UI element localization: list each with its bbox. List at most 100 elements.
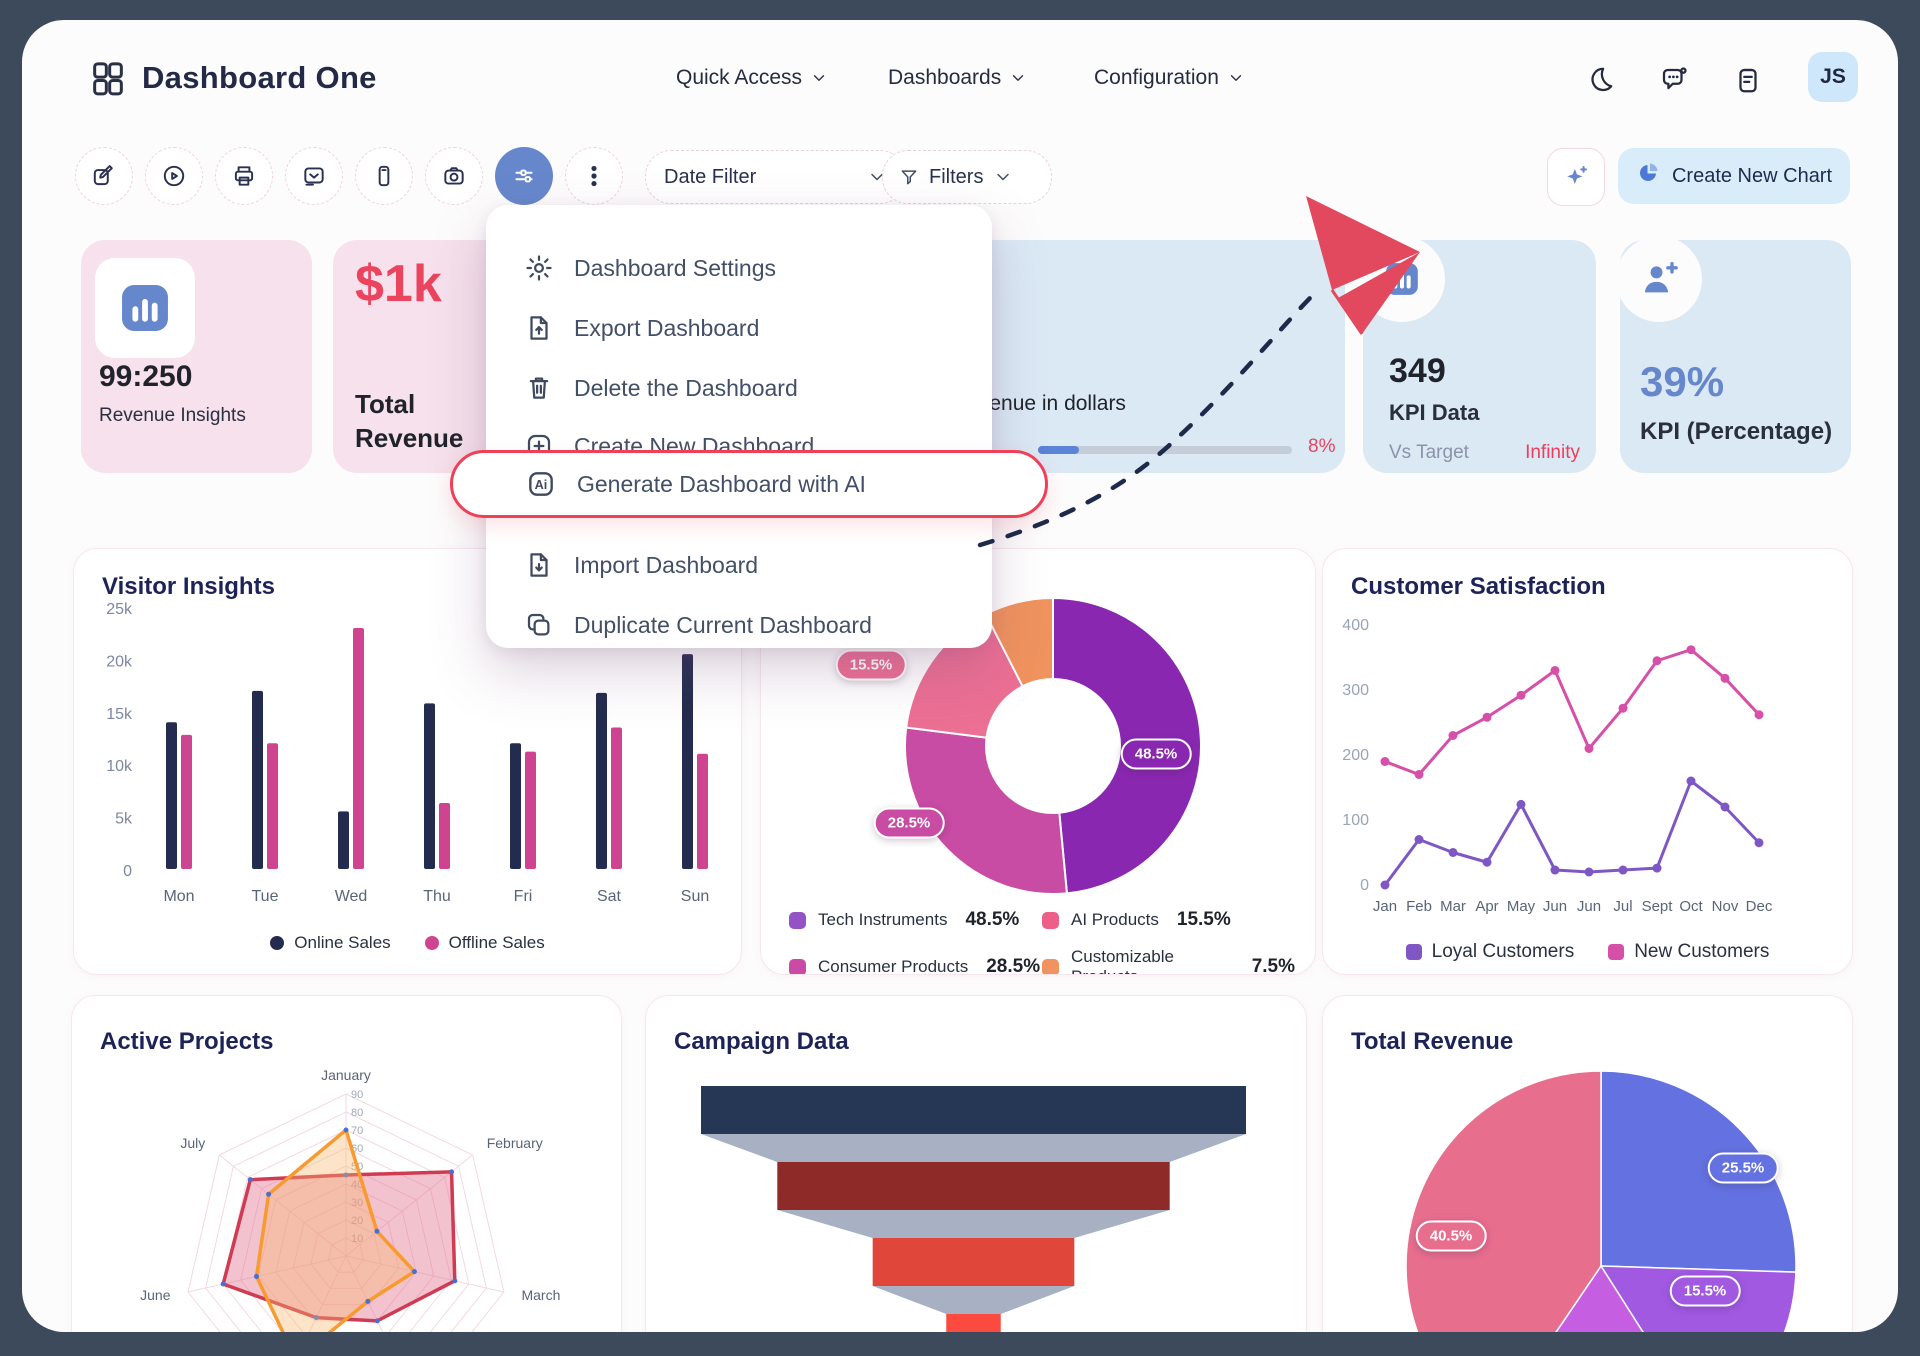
kpi-card-revenue-insights: 99:250 Revenue Insights xyxy=(81,240,312,473)
menu-item-delete-the-dashboard[interactable]: Delete the Dashboard xyxy=(524,368,798,408)
ai-icon: Ai xyxy=(525,468,557,500)
svg-text:300: 300 xyxy=(1342,682,1369,699)
bar-chart-icon xyxy=(1359,236,1445,322)
svg-text:Sun: Sun xyxy=(681,888,709,905)
tool-printer-button[interactable] xyxy=(215,147,273,205)
svg-text:Ai: Ai xyxy=(535,478,548,492)
kpi-label: Total Revenue xyxy=(355,389,464,453)
user-avatar[interactable]: JS xyxy=(1808,52,1858,102)
legend-item: AI Products 15.5% xyxy=(1042,909,1295,931)
legend-item: Consumer Products 28.5% xyxy=(789,947,1042,974)
chevron-down-icon xyxy=(1227,69,1245,87)
visitor-insights-bar-chart: 0 5k 10k 15k 20k 25k Mon Tue Wed Thu Fri Sat Sun xyxy=(74,549,741,934)
dark-mode-moon-icon[interactable] xyxy=(1578,58,1622,102)
kpi-label: KPI (Percentage) xyxy=(1640,418,1833,445)
tool-more-options-button[interactable] xyxy=(565,147,623,205)
play-icon xyxy=(161,163,187,189)
pie-slice-label: 25.5% xyxy=(1707,1152,1779,1184)
menu-item-generate-dashboard-with-ai[interactable]: Ai Generate Dashboard with AI xyxy=(450,450,1048,518)
tool-message-button[interactable] xyxy=(285,147,343,205)
edit-icon xyxy=(91,163,117,189)
menu-item-label: Export Dashboard xyxy=(574,314,760,341)
kpi-card-kpi-data: 349 KPI Data Vs Target Infinity xyxy=(1359,236,1596,473)
legend-item: Loyal Customers xyxy=(1405,941,1574,963)
gear-icon xyxy=(524,253,554,283)
svg-text:Mon: Mon xyxy=(163,888,194,905)
chart-legend: Loyal Customers New Customers xyxy=(1323,941,1852,963)
legend-item: Online Sales xyxy=(270,933,391,953)
campaign-data-card: Campaign Data xyxy=(645,995,1307,1332)
menu-item-dashboard-settings[interactable]: Dashboard Settings xyxy=(524,248,776,288)
svg-text:Jul: Jul xyxy=(1613,898,1632,915)
chart-title: Campaign Data xyxy=(674,1028,849,1055)
svg-text:Thu: Thu xyxy=(423,888,451,905)
active-projects-radar-chart: 102030405060708090JanuaryFebruaryMarchAp… xyxy=(72,996,621,1332)
menu-item-label: Import Dashboard xyxy=(574,551,759,578)
nav-label: Dashboards xyxy=(888,66,1002,89)
chevron-down-icon xyxy=(810,69,828,87)
svg-text:Jun: Jun xyxy=(1577,898,1601,915)
menu-item-label: Generate Dashboard with AI xyxy=(577,470,866,497)
chart-title: Active Projects xyxy=(100,1028,274,1055)
page-title: Dashboard One xyxy=(142,60,377,95)
menu-item-import-dashboard[interactable]: Import Dashboard xyxy=(524,545,758,585)
app-logo-grid-icon[interactable] xyxy=(88,58,128,98)
filters-dropdown[interactable]: Filters xyxy=(882,150,1052,204)
tool-edit-button[interactable] xyxy=(75,147,133,205)
tool-play-button[interactable] xyxy=(145,147,203,205)
total-revenue-pie-chart xyxy=(1323,996,1852,1332)
svg-text:March: March xyxy=(521,1287,560,1303)
add-user-icon xyxy=(1616,236,1702,322)
svg-text:Sat: Sat xyxy=(597,888,622,905)
clipboard-icon[interactable] xyxy=(1726,58,1770,102)
svg-text:0: 0 xyxy=(123,863,132,880)
svg-text:Tue: Tue xyxy=(252,888,279,905)
pie-chart-icon xyxy=(1636,161,1660,191)
nav-dashboards[interactable]: Dashboards xyxy=(888,66,1027,90)
svg-text:Mar: Mar xyxy=(1440,898,1466,915)
chart-legend: Tech Instruments 48.5% AI Products 15.5% Con… xyxy=(789,909,1295,974)
active-projects-card: Active Projects 102030405060708090Januar… xyxy=(71,995,622,1332)
app-window: Dashboard One Quick Access Dashboards Co… xyxy=(22,20,1898,1332)
svg-text:July: July xyxy=(180,1135,205,1151)
svg-text:10k: 10k xyxy=(106,758,133,775)
svg-text:June: June xyxy=(140,1287,171,1303)
svg-text:100: 100 xyxy=(1342,812,1369,829)
svg-text:Jun: Jun xyxy=(1543,898,1567,915)
svg-text:200: 200 xyxy=(1342,747,1369,764)
legend-item: Offline Sales xyxy=(424,933,545,953)
create-new-chart-button[interactable]: Create New Chart xyxy=(1618,148,1850,204)
funnel-icon xyxy=(899,167,919,187)
date-filter-dropdown[interactable]: Date Filter xyxy=(645,150,906,204)
svg-text:20k: 20k xyxy=(106,653,133,670)
svg-text:20: 20 xyxy=(351,1215,363,1227)
menu-item-duplicate-current-dashboard[interactable]: Duplicate Current Dashboard xyxy=(524,605,872,645)
svg-text:Fri: Fri xyxy=(514,888,533,905)
progress-bar xyxy=(1038,446,1292,454)
pie-slice-label: 15.5% xyxy=(1669,1275,1741,1307)
kpi-value: 349 xyxy=(1389,352,1446,390)
menu-item-export-dashboard[interactable]: Export Dashboard xyxy=(524,308,759,348)
customer-satisfaction-line-chart: 0 100 200 300 400 Jan Feb Mar Apr May Jun Jun Jul Sep… xyxy=(1323,549,1852,934)
chat-icon[interactable] xyxy=(1652,58,1696,102)
tool-phone-button[interactable] xyxy=(355,147,413,205)
tool-sliders-button[interactable] xyxy=(495,147,553,205)
progress-value: 8% xyxy=(1308,436,1336,457)
grid-logo-icon xyxy=(88,58,128,98)
nav-quick-access[interactable]: Quick Access xyxy=(676,66,828,90)
kpi-label: KPI Data xyxy=(1389,400,1480,425)
kpi-target-value: Infinity xyxy=(1525,442,1580,463)
svg-text:80: 80 xyxy=(351,1107,363,1119)
tool-camera-button[interactable] xyxy=(425,147,483,205)
kpi-value: 99:250 xyxy=(99,360,193,393)
nav-configuration[interactable]: Configuration xyxy=(1094,66,1245,90)
kpi-target-label: Vs Target xyxy=(1389,442,1469,463)
bar-chart-tile-icon xyxy=(95,258,195,358)
svg-text:Sept: Sept xyxy=(1642,898,1674,915)
ai-sparkle-button[interactable] xyxy=(1547,148,1605,206)
file-down-icon xyxy=(524,550,554,580)
legend-item: Tech Instruments 48.5% xyxy=(789,909,1042,931)
svg-text:May: May xyxy=(1507,898,1536,915)
svg-text:70: 70 xyxy=(351,1125,363,1137)
svg-text:25k: 25k xyxy=(106,601,133,618)
